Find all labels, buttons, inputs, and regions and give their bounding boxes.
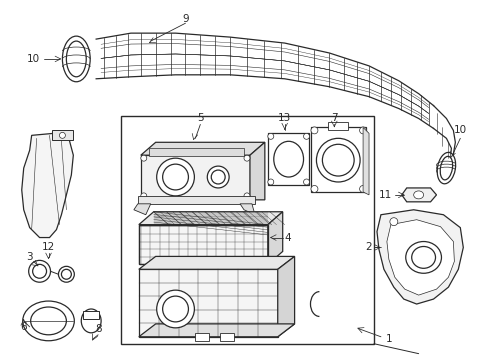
Ellipse shape: [141, 193, 146, 199]
Ellipse shape: [267, 133, 273, 139]
Ellipse shape: [436, 152, 455, 184]
Polygon shape: [21, 133, 73, 238]
Ellipse shape: [207, 166, 229, 188]
Text: 7: 7: [330, 113, 337, 123]
Ellipse shape: [33, 264, 46, 278]
Ellipse shape: [22, 301, 74, 341]
Ellipse shape: [273, 141, 303, 177]
Text: 12: 12: [42, 243, 55, 252]
Ellipse shape: [156, 158, 194, 196]
Ellipse shape: [156, 290, 194, 328]
Ellipse shape: [303, 179, 309, 185]
Text: 8: 8: [95, 324, 101, 334]
Ellipse shape: [359, 127, 366, 134]
Polygon shape: [267, 212, 282, 264]
Ellipse shape: [411, 247, 435, 268]
Text: 3: 3: [26, 252, 33, 262]
Bar: [51, 130, 73, 140]
Polygon shape: [134, 204, 150, 215]
Polygon shape: [277, 256, 294, 337]
Bar: [139, 225, 267, 264]
Ellipse shape: [405, 242, 441, 273]
Text: 10: 10: [26, 54, 40, 64]
Text: 13: 13: [278, 113, 291, 123]
Ellipse shape: [62, 36, 90, 82]
Bar: [83, 311, 99, 319]
Ellipse shape: [267, 179, 273, 185]
Ellipse shape: [163, 164, 188, 190]
Bar: [148, 148, 244, 156]
Polygon shape: [240, 204, 254, 215]
Ellipse shape: [389, 218, 397, 226]
Polygon shape: [376, 210, 462, 304]
Bar: [267, 133, 309, 185]
Ellipse shape: [439, 156, 452, 180]
Ellipse shape: [316, 138, 359, 182]
Text: 10: 10: [453, 125, 466, 135]
Ellipse shape: [359, 185, 366, 192]
Polygon shape: [386, 220, 453, 295]
Ellipse shape: [322, 144, 353, 176]
Polygon shape: [362, 127, 368, 195]
Ellipse shape: [244, 155, 249, 161]
Ellipse shape: [303, 133, 309, 139]
Text: 4: 4: [284, 233, 290, 243]
Polygon shape: [139, 256, 294, 269]
Bar: [139, 269, 277, 337]
Ellipse shape: [31, 307, 66, 335]
Ellipse shape: [310, 185, 317, 192]
Ellipse shape: [163, 296, 188, 322]
Ellipse shape: [29, 260, 50, 282]
Text: 11: 11: [378, 190, 391, 200]
Bar: [141, 155, 249, 200]
Ellipse shape: [66, 41, 86, 77]
Ellipse shape: [211, 170, 224, 184]
Bar: [139, 225, 267, 264]
Bar: [138, 196, 254, 204]
Bar: [327, 122, 347, 130]
Polygon shape: [249, 142, 264, 200]
Text: 5: 5: [197, 113, 203, 123]
Text: 1: 1: [385, 334, 391, 344]
Ellipse shape: [310, 127, 317, 134]
Ellipse shape: [60, 132, 65, 138]
Ellipse shape: [141, 155, 146, 161]
Ellipse shape: [59, 266, 74, 282]
Ellipse shape: [244, 193, 249, 199]
Text: 6: 6: [20, 322, 27, 332]
Polygon shape: [139, 324, 294, 337]
Bar: [311, 127, 366, 192]
Bar: [121, 116, 373, 344]
Bar: [195, 333, 209, 341]
Polygon shape: [139, 212, 282, 225]
Polygon shape: [401, 188, 436, 202]
Text: 9: 9: [182, 14, 188, 24]
Text: 2: 2: [365, 243, 371, 252]
Ellipse shape: [61, 269, 71, 279]
Bar: [220, 333, 234, 341]
Ellipse shape: [413, 191, 423, 199]
Polygon shape: [141, 142, 264, 155]
Ellipse shape: [81, 309, 101, 333]
